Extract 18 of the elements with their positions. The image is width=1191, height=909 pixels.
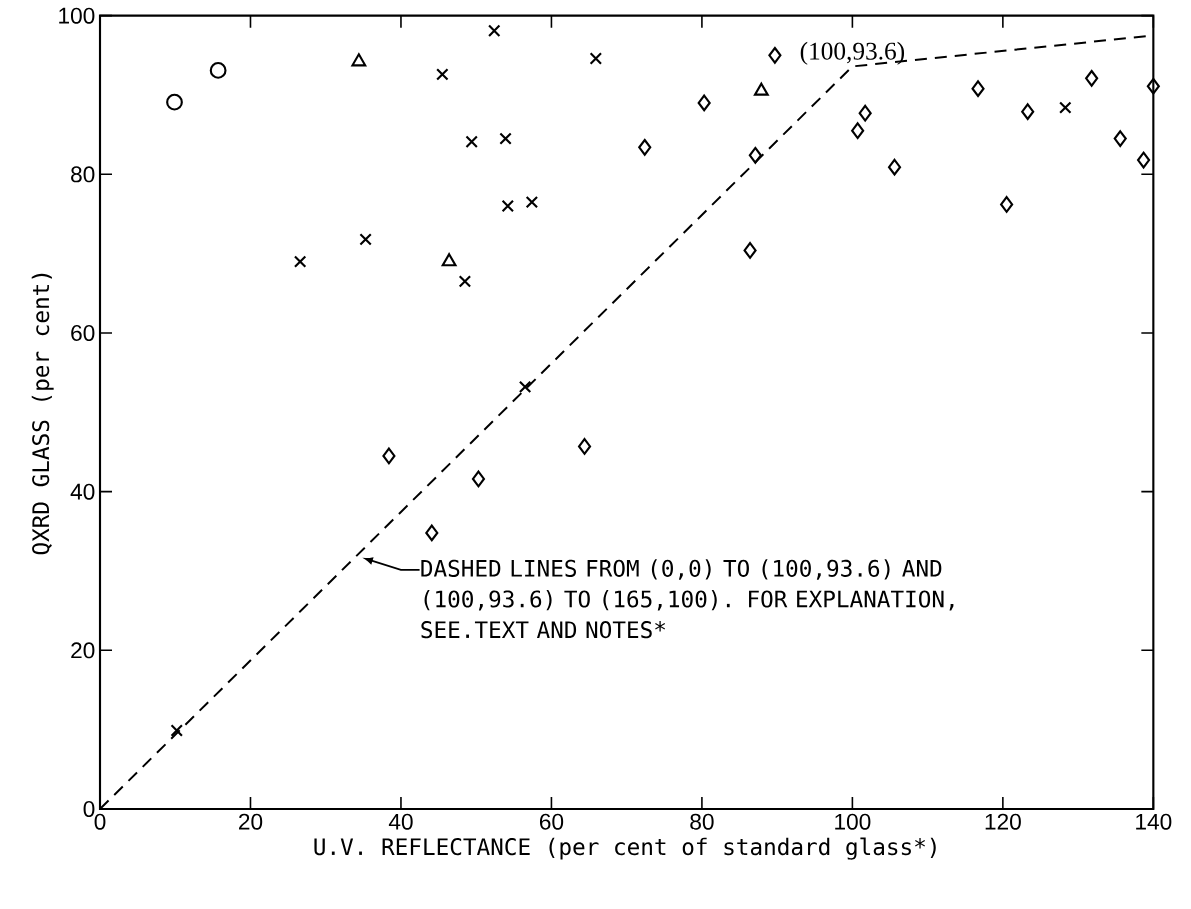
y-tick-label: 60 bbox=[71, 324, 95, 342]
x-tick-label: 120 bbox=[985, 813, 1021, 830]
x-tick-label: 60 bbox=[539, 813, 564, 830]
annotation: (100,93.6) bbox=[800, 41, 905, 65]
y-axis-title: QXRD GLASS (per cent) bbox=[31, 273, 54, 555]
x-tick-label: 40 bbox=[388, 813, 413, 830]
y-tick-label: 0 bbox=[83, 800, 95, 818]
y-tick-label: 20 bbox=[71, 642, 95, 659]
y-tick-label: 100 bbox=[59, 7, 95, 24]
annotation: DASHED LINES FROM (0,0) TO (100,93.6) AND (100,93.6) TO (165,100). FOR EXPLANATION, SEE.TEXT AND NOTES* bbox=[421, 559, 954, 639]
y-tick-label: 40 bbox=[70, 483, 95, 500]
x-tick-label: 140 bbox=[1136, 813, 1172, 830]
x-tick-label: 100 bbox=[835, 813, 871, 830]
y-tick-label: 80 bbox=[71, 166, 95, 183]
x-tick-label: 80 bbox=[690, 813, 714, 830]
x-axis-title: U.V. REFLECTANCE (per cent of standard glass*) bbox=[314, 837, 936, 860]
x-tick-label: 0 bbox=[94, 813, 106, 830]
x-tick-label: 20 bbox=[239, 813, 263, 830]
